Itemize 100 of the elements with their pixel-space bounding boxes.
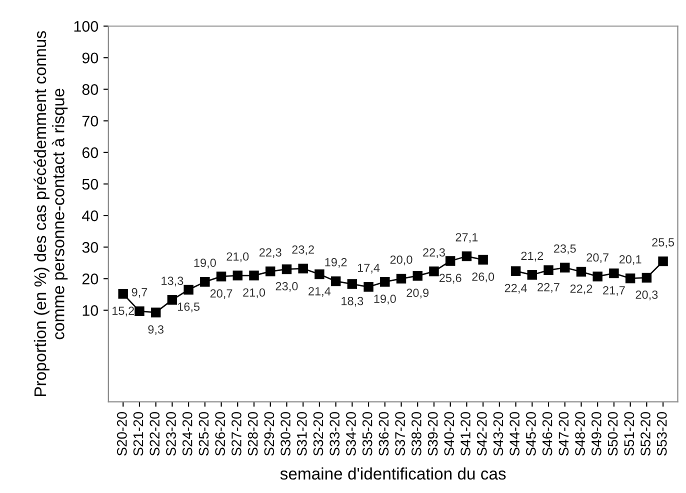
point — [232, 270, 243, 280]
point — [167, 294, 178, 305]
point — [625, 274, 636, 284]
data-label: 21,0 — [243, 288, 266, 298]
data-label: 17,4 — [358, 264, 380, 274]
x-tick-label: S44-20 — [510, 412, 520, 456]
y-tick-label: 80 — [82, 84, 98, 95]
data-label: 27,1 — [456, 233, 478, 243]
x-tick-label: S43-20 — [493, 412, 504, 456]
x-tick-label: S42-20 — [476, 412, 487, 456]
x-tick-label: S30-20 — [280, 412, 290, 456]
x-tick-label: S49-20 — [591, 412, 602, 456]
x-tick-label: S25-20 — [198, 412, 209, 456]
point — [412, 270, 422, 281]
point — [118, 288, 128, 299]
point — [658, 256, 668, 266]
y-tick-label: 100 — [74, 20, 98, 32]
data-label: 20,1 — [619, 255, 642, 265]
x-tick-label: S50-20 — [608, 412, 618, 456]
x-tick-label: S31-20 — [296, 412, 307, 456]
data-label: 20,9 — [406, 288, 429, 298]
point — [314, 269, 324, 280]
y-tick-label: 10 — [82, 305, 98, 316]
x-tick-label: S27-20 — [232, 412, 242, 456]
data-label: 22,3 — [423, 248, 445, 258]
x-tick-label: S26-20 — [215, 412, 226, 456]
point — [249, 270, 259, 280]
data-label: 21,2 — [521, 252, 544, 262]
x-axis-title: semaine d'identification du cas — [280, 467, 506, 480]
point — [330, 276, 341, 286]
data-label: 23,5 — [554, 244, 576, 254]
x-tick-label: S21-20 — [133, 412, 144, 456]
data-label: 20,0 — [390, 255, 412, 266]
data-label: 21,7 — [603, 286, 625, 296]
data-label: 18,3 — [342, 296, 364, 307]
data-label: 13,3 — [162, 276, 184, 286]
point — [266, 266, 276, 276]
data-label: 19,0 — [374, 294, 396, 304]
x-tick-label: S41-20 — [460, 412, 470, 456]
data-label: 15,2 — [112, 306, 134, 316]
point — [380, 276, 390, 287]
x-tick-label: S53-20 — [656, 412, 667, 456]
x-tick-label: S48-20 — [575, 412, 585, 456]
point — [592, 272, 602, 282]
data-label: 22,2 — [570, 284, 592, 294]
x-tick-label: S37-20 — [395, 412, 405, 456]
x-tick-label: S33-20 — [330, 412, 340, 456]
point — [298, 264, 308, 274]
data-label: 26,0 — [472, 272, 494, 282]
x-tick-label: S51-20 — [624, 412, 634, 456]
point — [544, 265, 554, 276]
x-tick-label: S22-20 — [150, 412, 160, 456]
data-label: 16,5 — [178, 302, 200, 312]
point — [576, 266, 586, 277]
point — [527, 270, 538, 280]
y-tick-label: 30 — [82, 242, 98, 253]
x-tick-label: S38-20 — [412, 412, 422, 456]
data-label: 21,0 — [226, 252, 249, 262]
data-label: 23,2 — [292, 245, 314, 256]
data-label: 19,2 — [325, 258, 347, 268]
data-label: 9,7 — [132, 288, 148, 298]
y-tick-label: 40 — [82, 210, 98, 222]
x-tick-label: S32-20 — [313, 412, 324, 456]
x-tick-label: S24-20 — [182, 412, 192, 456]
data-label: 20,3 — [636, 290, 658, 300]
x-tick-label: S20-20 — [117, 412, 127, 456]
x-tick-label: S40-20 — [444, 412, 454, 456]
x-tick-label: S46-20 — [542, 412, 552, 456]
data-label: 9,3 — [148, 325, 164, 336]
point — [184, 284, 194, 295]
point — [200, 276, 210, 287]
y-axis-title: Proportion (en %) des cas précédemment connus comme personne-contact à risque — [34, 31, 68, 396]
data-label: 22,4 — [504, 284, 527, 294]
x-tick-label: S47-20 — [558, 412, 569, 456]
x-tick-label: S36-20 — [378, 412, 389, 456]
point — [347, 279, 358, 289]
point — [150, 308, 161, 318]
point — [282, 264, 292, 274]
x-tick-label: S35-20 — [362, 412, 372, 456]
data-label: 21,4 — [308, 287, 331, 297]
x-tick-label: S29-20 — [264, 412, 274, 456]
y-tick-label: 60 — [82, 147, 98, 158]
y-tick-label: 20 — [82, 274, 98, 284]
point — [396, 274, 406, 284]
y-tick-label: 70 — [82, 116, 98, 127]
x-tick-label: S45-20 — [526, 412, 536, 456]
x-tick-label: S34-20 — [346, 412, 356, 456]
x-tick-label: S28-20 — [248, 412, 258, 456]
point — [216, 272, 226, 282]
point — [642, 272, 652, 283]
y-tick-label: 90 — [82, 52, 98, 64]
point — [478, 254, 488, 265]
data-label: 25,6 — [439, 274, 462, 284]
data-label: 19,0 — [194, 258, 216, 268]
point — [462, 251, 472, 262]
x-tick-label: S52-20 — [640, 412, 650, 456]
point — [445, 256, 456, 266]
data-label: 22,7 — [538, 282, 560, 293]
data-label: 22,3 — [259, 248, 282, 258]
point — [364, 282, 374, 292]
